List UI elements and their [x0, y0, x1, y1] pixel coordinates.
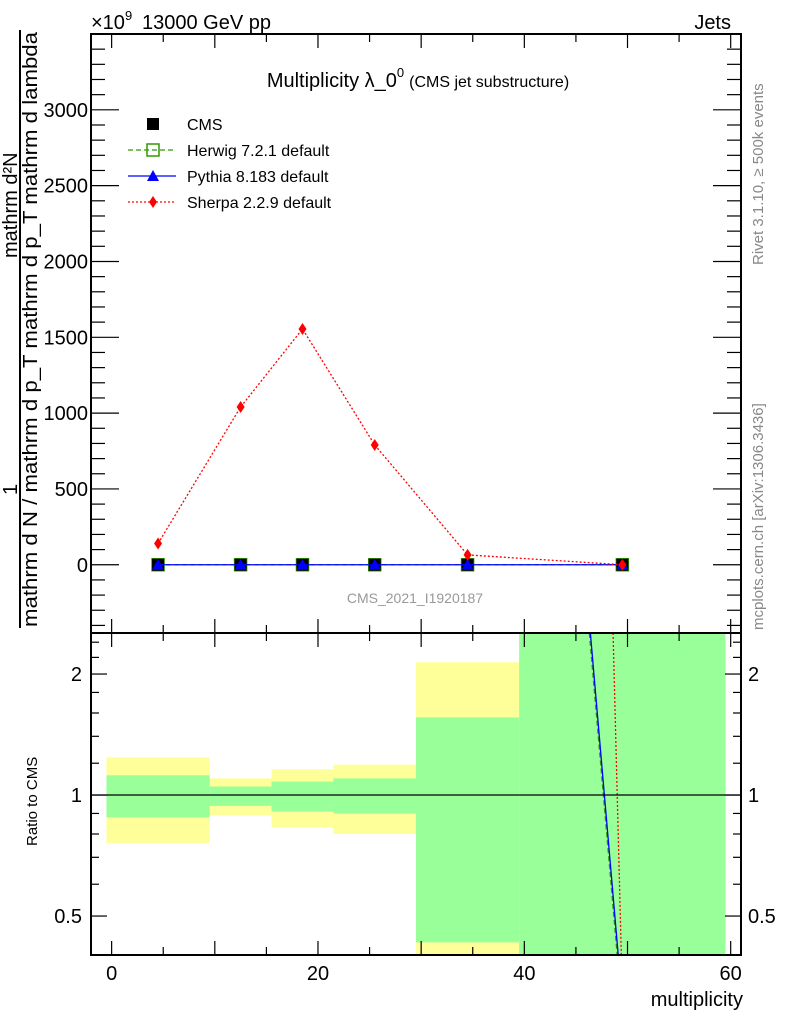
ratio-lines	[588, 632, 622, 956]
data-point	[298, 322, 307, 335]
ratio-frame	[90, 632, 742, 956]
y-tick-label: 3000	[44, 100, 89, 122]
scale-base: ×10	[91, 12, 125, 34]
axis-ticks	[91, 34, 741, 956]
data-point	[234, 558, 247, 570]
header-left: 13000 GeV pp	[142, 12, 271, 34]
chart-title-sup: 0	[397, 65, 404, 80]
data-point	[296, 558, 309, 570]
x-axis-label: multiplicity	[651, 989, 743, 1011]
stat-uncertainty-band	[106, 775, 210, 818]
scale-exponent: 9	[125, 8, 132, 23]
stat-uncertainty-band	[416, 717, 520, 943]
chart-title: Multiplicity λ_0	[267, 70, 397, 92]
x-tick-label: 40	[513, 963, 535, 985]
y-tick-label: 1500	[44, 327, 89, 349]
ylabel-numerator: mathrm d²N	[0, 152, 22, 258]
y-tick-label: 2000	[44, 251, 89, 273]
y-tick-label: 2500	[44, 176, 89, 198]
data-point	[370, 438, 379, 451]
header-right: Jets	[694, 12, 731, 34]
legend-label: CMS	[187, 117, 223, 134]
ratio-y-tick-label: 1	[71, 785, 82, 807]
series-line	[157, 327, 623, 566]
data-point	[618, 558, 627, 571]
data-point	[154, 537, 163, 550]
ratio-line	[612, 632, 622, 956]
ratio-y-tick-label-right: 2	[748, 664, 759, 686]
chart-title-line: Multiplicity λ_00 (CMS jet substructure)	[267, 65, 569, 92]
legend-label: Sherpa 2.2.9 default	[187, 195, 332, 212]
stat-uncertainty-band	[271, 781, 334, 812]
ylabel-one: 1	[0, 484, 22, 495]
ratio-y-tick-label: 2	[71, 664, 82, 686]
legend-marker	[149, 196, 157, 208]
legend-label: Pythia 8.183 default	[187, 169, 329, 186]
ratio-bands	[106, 633, 726, 955]
data-point	[152, 558, 165, 570]
y-tick-label: 0	[77, 555, 88, 577]
mcplots-label: mcplots.cern.ch [arXiv:1306.3436]	[750, 403, 767, 630]
chart-subtitle: (CMS jet substructure)	[409, 74, 569, 91]
data-point	[461, 558, 474, 570]
y-tick-label: 500	[55, 479, 88, 501]
data-point	[463, 548, 472, 561]
x-tick-label: 20	[307, 963, 329, 985]
legend-marker	[146, 143, 160, 157]
ratio-line	[588, 632, 618, 956]
legend-marker	[147, 118, 159, 130]
ratio-y-tick-label-right: 1	[748, 785, 759, 807]
ylabel-denominator: mathrm d N / mathrm d p_T mathrm d p_T m…	[20, 31, 42, 627]
ratio-y-tick-label-right: 0.5	[748, 906, 776, 928]
ratio-ylabel: Ratio to CMS	[24, 757, 41, 846]
stat-uncertainty-band	[333, 778, 416, 814]
ratio-y-tick-label: 0.5	[54, 906, 82, 928]
x-tick-label: 0	[106, 963, 117, 985]
data-point	[368, 558, 381, 570]
stat-uncertainty-band	[519, 633, 726, 955]
main-series	[151, 322, 630, 572]
stat-uncertainty-band	[209, 786, 272, 806]
analysis-watermark: CMS_2021_I1920187	[347, 590, 483, 606]
rivet-label: Rivet 3.1.10, ≥ 500k events	[750, 83, 767, 265]
y-tick-label: 1000	[44, 403, 89, 425]
legend: CMS Herwig 7.2.1 default Pythia 8.183 defa…	[128, 117, 332, 212]
data-point	[236, 401, 245, 414]
x-tick-label: 60	[720, 963, 742, 985]
legend-marker	[147, 170, 159, 181]
axes-frames	[90, 33, 742, 956]
ratio-line	[589, 632, 619, 956]
legend-label: Herwig 7.2.1 default	[187, 143, 330, 160]
scale-factor: ×109	[91, 8, 132, 34]
